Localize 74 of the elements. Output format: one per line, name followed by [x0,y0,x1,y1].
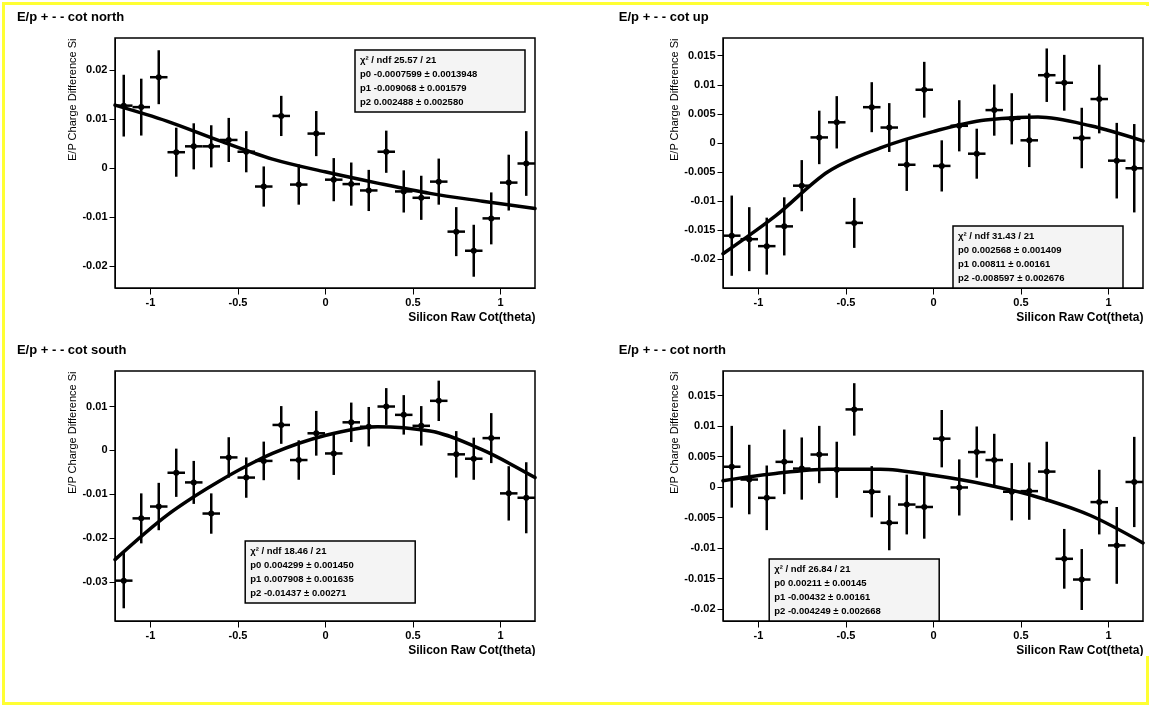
y-tick-label: 0.01 [694,419,716,432]
y-tick-label: 0 [709,480,716,493]
x-tick-label: -1 [753,295,764,308]
annotation: p2 -0.01437 ± 0.00271 [250,587,347,598]
y-tick-label: 0.01 [86,112,108,125]
x-tick-label: 1 [1105,295,1112,308]
y-tick-label: 0.01 [694,78,716,91]
annotation: p1 -0.009068 ± 0.001579 [360,82,467,93]
y-tick-label: -0.015 [684,571,716,584]
x-tick-label: 0.5 [405,295,421,308]
y-tick-label: -0.01 [82,487,108,500]
y-tick-label: -0.02 [82,259,108,272]
x-tick-label: 0.5 [1013,295,1029,308]
y-tick-label: -0.01 [690,541,716,554]
x-tick-label: -1 [145,295,156,308]
x-tick-label: -0.5 [228,295,248,308]
annotation: p1 0.007908 ± 0.001635 [250,573,355,584]
annotation: p0 0.004299 ± 0.001450 [250,559,354,570]
x-tick-label: 1 [497,628,504,641]
y-tick-label: 0.015 [687,48,716,61]
y-tick-label: 0.015 [687,388,716,401]
y-tick-label: 0.01 [86,399,108,412]
annotation: p2 -0.004249 ± 0.002668 [774,605,881,616]
x-axis-title: Silicon Raw Cot(theta) [408,309,536,324]
x-axis-title: Silicon Raw Cot(theta) [1016,309,1144,324]
annotation: χ² / ndf 25.57 / 21 [360,54,437,65]
annotation: χ² / ndf 31.43 / 21 [958,230,1035,241]
y-tick-label: 0 [709,136,716,149]
y-axis-title: E/P Charge Difference Si [66,38,79,161]
y-tick-label: 0.02 [86,63,108,76]
y-tick-label: -0.02 [82,531,108,544]
chart-title: E/p + - - cot north [618,342,727,357]
y-tick-label: 0.005 [687,107,716,120]
y-tick-label: -0.03 [82,575,108,588]
x-tick-label: 0 [322,628,329,641]
annotation: p0 0.002568 ± 0.001409 [958,244,1062,255]
annotation: p0 0.00211 ± 0.00145 [774,577,868,588]
annotation: p2 0.002488 ± 0.002580 [360,96,464,107]
annotation: χ² / ndf 18.46 / 21 [250,545,328,556]
y-axis-title: E/P Charge Difference Si [668,371,681,494]
chart-title: E/p + - - cot south [16,342,127,357]
x-axis-title: Silicon Raw Cot(theta) [408,642,536,657]
y-tick-label: -0.015 [684,223,716,236]
y-tick-label: -0.01 [82,210,108,223]
annotation: p0 -0.0007599 ± 0.0013948 [360,68,478,79]
x-tick-label: 0 [322,295,329,308]
annotation: χ² / ndf 26.84 / 21 [774,563,852,574]
y-tick-label: 0 [101,443,108,456]
x-tick-label: 1 [497,295,504,308]
chart-title: E/p + - - cot north [16,9,125,24]
y-tick-label: -0.01 [690,194,716,207]
y-tick-label: 0.005 [687,449,716,462]
annotation: p2 -0.008597 ± 0.002676 [958,272,1065,283]
y-tick-label: 0 [101,161,108,174]
annotation: p1 -0.00432 ± 0.00161 [774,591,871,602]
x-tick-label: -1 [145,628,156,641]
x-tick-label: 0 [930,295,937,308]
x-tick-label: -1 [753,628,764,641]
annotation: p1 0.00811 ± 0.00161 [958,258,1052,269]
x-tick-label: -0.5 [836,295,856,308]
x-tick-label: 1 [1105,628,1112,641]
x-tick-label: 0.5 [405,628,421,641]
y-axis-title: E/P Charge Difference Si [66,371,79,494]
y-tick-label: -0.005 [684,510,716,523]
x-tick-label: 0 [930,628,937,641]
y-tick-label: -0.005 [684,165,716,178]
x-tick-label: 0.5 [1013,628,1029,641]
x-tick-label: -0.5 [228,628,248,641]
x-tick-label: -0.5 [836,628,856,641]
chart-title: E/p + - - cot up [618,9,709,24]
y-tick-label: -0.02 [690,602,716,615]
y-tick-label: -0.02 [690,252,716,265]
x-axis-title: Silicon Raw Cot(theta) [1016,642,1144,657]
y-axis-title: E/P Charge Difference Si [668,38,681,161]
